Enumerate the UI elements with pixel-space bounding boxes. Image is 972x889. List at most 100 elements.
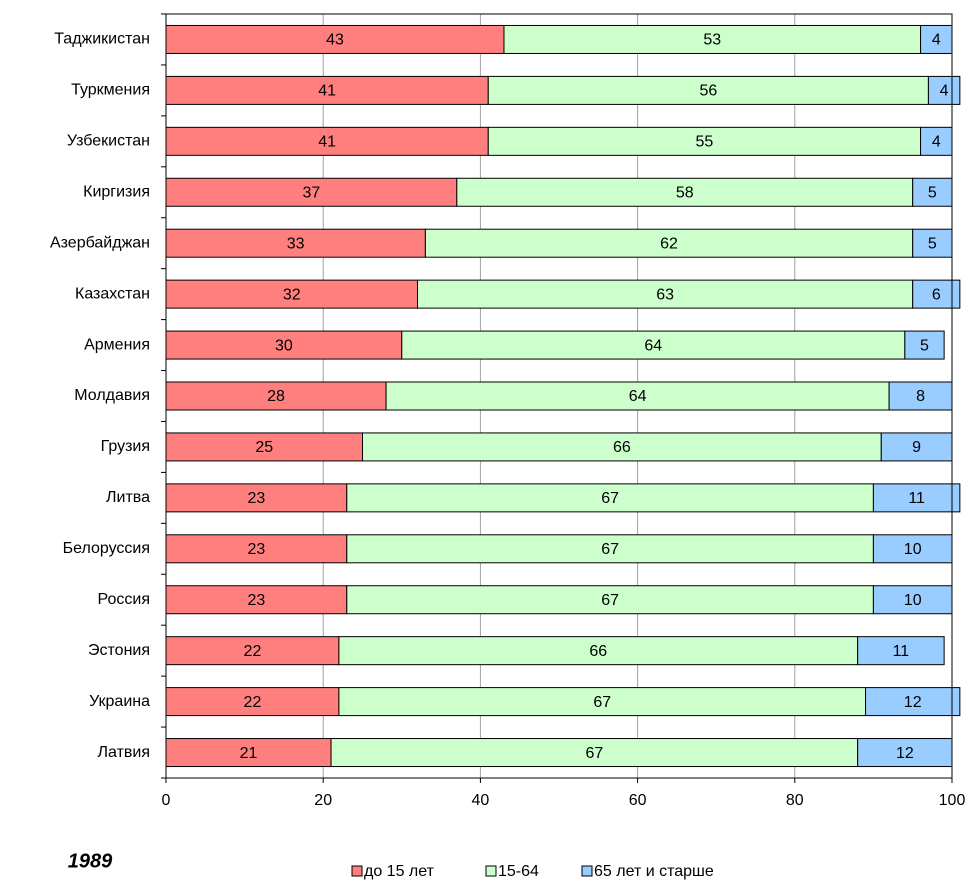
x-tick-label: 40 — [472, 792, 490, 809]
data-label: 66 — [613, 439, 631, 456]
data-label: 64 — [644, 337, 662, 354]
data-label: 67 — [601, 541, 619, 558]
legend-label: до 15 лет — [364, 863, 435, 880]
data-label: 28 — [267, 388, 285, 405]
data-label: 9 — [912, 439, 921, 456]
bar-segment — [401, 330, 906, 360]
y-tick-label: Грузия — [101, 438, 150, 455]
y-tick-label: Узбекистан — [67, 133, 150, 150]
x-tick-label: 60 — [629, 792, 647, 809]
x-tick-label: 20 — [314, 792, 332, 809]
data-label: 67 — [601, 592, 619, 609]
data-label: 23 — [247, 490, 265, 507]
data-label: 41 — [318, 134, 336, 151]
data-label: 67 — [585, 745, 603, 762]
bar-segment — [417, 279, 914, 309]
data-label: 5 — [928, 184, 937, 201]
data-label: 30 — [275, 337, 293, 354]
y-tick-label: Латвия — [98, 744, 150, 761]
data-label: 33 — [287, 235, 305, 252]
data-label: 12 — [904, 694, 922, 711]
legend-swatch — [581, 865, 593, 877]
bar-segment — [927, 75, 961, 105]
data-label: 58 — [676, 184, 694, 201]
data-label: 11 — [908, 490, 925, 507]
data-label: 6 — [932, 286, 941, 303]
y-tick-label: Казахстан — [75, 285, 150, 302]
bar-segment — [165, 381, 387, 411]
bar-segment — [346, 534, 874, 564]
data-label: 53 — [703, 32, 721, 49]
bar-segment — [857, 636, 945, 666]
bar-segment — [888, 381, 953, 411]
legend-swatch — [351, 865, 363, 877]
y-tick-label: Эстония — [88, 642, 150, 659]
bar-segment — [338, 687, 867, 717]
legend-label: 15-64 — [498, 863, 539, 880]
plot-border — [165, 13, 953, 779]
data-label: 5 — [928, 235, 937, 252]
data-label: 4 — [932, 32, 941, 49]
data-label: 62 — [660, 235, 678, 252]
bar-segment — [338, 636, 859, 666]
y-tick-label: Литва — [106, 489, 150, 506]
bar-segment — [880, 432, 953, 462]
bar-segment — [165, 534, 348, 564]
data-label: 67 — [601, 490, 619, 507]
bar-segment — [165, 585, 348, 615]
bar-segment — [424, 228, 914, 258]
data-label: 43 — [326, 32, 344, 49]
bar-segment — [165, 687, 340, 717]
bar-segment — [487, 126, 922, 156]
bar-segment — [362, 432, 882, 462]
legend-swatch — [485, 865, 497, 877]
y-tick-label: Белоруссия — [63, 540, 150, 557]
data-label: 56 — [699, 83, 717, 100]
y-tick-label: Киргизия — [83, 183, 150, 200]
bar-segment — [330, 738, 859, 768]
data-label: 10 — [904, 541, 922, 558]
data-label: 22 — [244, 694, 262, 711]
data-label: 4 — [940, 83, 949, 100]
bar-segment — [503, 24, 922, 54]
data-label: 41 — [318, 83, 336, 100]
bar-segment — [165, 483, 348, 513]
data-label: 10 — [904, 592, 922, 609]
data-label: 55 — [696, 134, 714, 151]
data-label: 23 — [247, 592, 265, 609]
x-tick-label: 100 — [939, 792, 966, 809]
bar-segment — [857, 738, 953, 768]
data-label: 8 — [916, 388, 925, 405]
data-label: 12 — [896, 745, 914, 762]
data-label: 4 — [932, 134, 941, 151]
legend-label: 65 лет и старше — [594, 863, 714, 880]
data-label: 63 — [656, 286, 674, 303]
bar-segment — [346, 483, 874, 513]
data-label: 67 — [593, 694, 611, 711]
y-tick-label: Армения — [84, 336, 150, 353]
bar-segment — [165, 24, 505, 54]
bar-segment — [165, 738, 332, 768]
data-label: 5 — [920, 337, 929, 354]
bar-segment — [385, 381, 890, 411]
x-tick-label: 0 — [162, 792, 171, 809]
bar-segment — [165, 228, 426, 258]
y-tick-label: Россия — [98, 591, 150, 608]
data-label: 22 — [244, 643, 262, 660]
y-tick-label: Туркмения — [71, 82, 150, 99]
bar-segment — [456, 177, 914, 207]
bar-segment — [865, 687, 961, 717]
x-tick-label: 80 — [786, 792, 804, 809]
annotation: 1989 — [68, 850, 113, 872]
y-tick-label: Таджикистан — [54, 31, 150, 48]
data-label: 66 — [589, 643, 607, 660]
bar-segment — [165, 177, 458, 207]
data-label: 37 — [303, 184, 321, 201]
data-label: 32 — [283, 286, 301, 303]
bar-segment — [904, 330, 945, 360]
bar-segment — [872, 483, 961, 513]
data-label: 11 — [893, 643, 910, 660]
bar-segment — [920, 24, 953, 54]
y-tick-label: Молдавия — [74, 387, 150, 404]
